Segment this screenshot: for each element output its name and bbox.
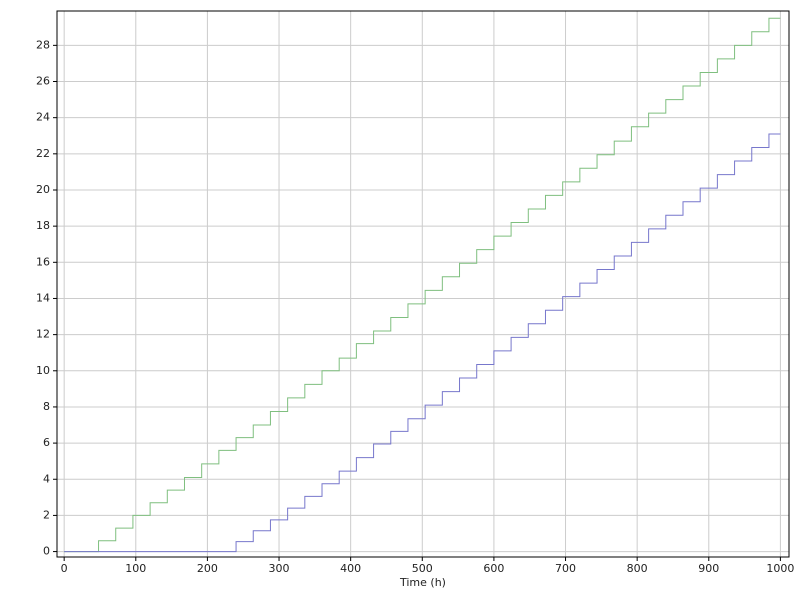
y-tick-label: 14 [36,291,50,304]
y-tick-label: 12 [36,328,50,341]
x-tick-label: 0 [61,562,68,575]
y-tick-label: 2 [43,508,50,521]
y-tick-label: 10 [36,364,50,377]
y-tick-label: 6 [43,436,50,449]
x-tick-label: 900 [698,562,719,575]
x-tick-label: 100 [125,562,146,575]
x-tick-label: 600 [483,562,504,575]
y-tick-label: 18 [36,219,50,232]
y-tick-label: 0 [43,545,50,558]
y-tick-label: 28 [36,38,50,51]
x-tick-label: 200 [197,562,218,575]
y-tick-label: 4 [43,472,50,485]
series-line [64,133,781,553]
x-tick-label: 800 [627,562,648,575]
series-line [64,17,781,553]
x-tick-label: 500 [412,562,433,575]
x-tick-label: 1000 [766,562,794,575]
y-tick-label: 16 [36,255,50,268]
plot-frame [56,10,790,558]
y-tick-label: 22 [36,147,50,160]
y-tick-label: 20 [36,183,50,196]
y-tick-label: 24 [36,111,50,124]
y-tick-label: 8 [43,400,50,413]
y-tick-label: 26 [36,75,50,88]
x-tick-label: 700 [555,562,576,575]
x-axis-label: Time (h) [399,576,446,589]
x-tick-label: 400 [340,562,361,575]
x-tick-label: 300 [269,562,290,575]
